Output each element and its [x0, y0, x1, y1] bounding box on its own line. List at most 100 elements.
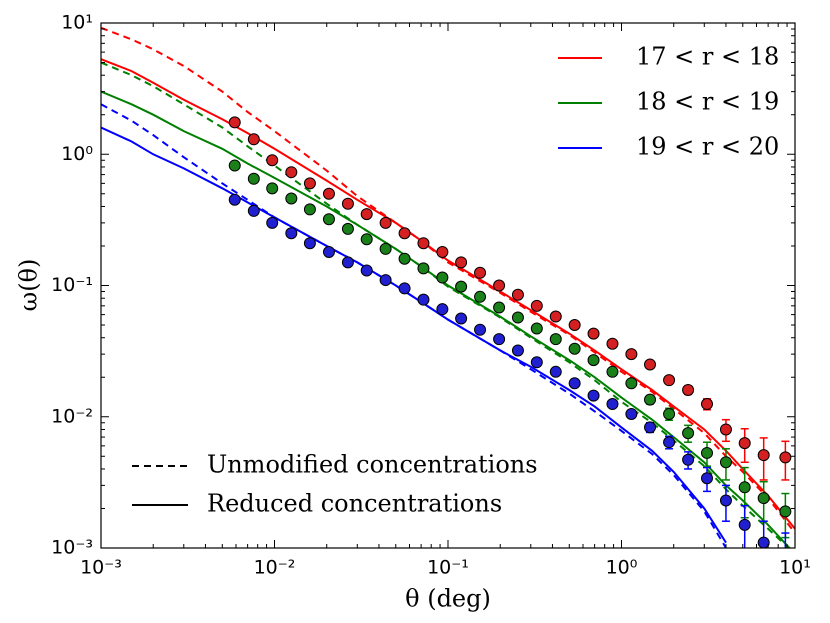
data-point	[568, 342, 581, 355]
data-point	[228, 193, 241, 206]
data-point	[474, 290, 487, 303]
data-point	[644, 393, 657, 406]
data-point	[700, 472, 713, 485]
data-point	[247, 204, 260, 217]
data-point	[511, 344, 524, 357]
data-point	[719, 423, 732, 436]
data-point	[625, 348, 638, 361]
y-tick-label: 10¹	[61, 12, 93, 34]
data-point	[360, 208, 373, 221]
data-point	[663, 374, 676, 387]
data-point	[511, 288, 524, 301]
data-point	[455, 280, 468, 293]
data-point	[493, 279, 506, 292]
solid-line	[101, 58, 795, 530]
data-point	[644, 358, 657, 371]
data-point	[700, 398, 713, 411]
data-point	[285, 166, 298, 179]
data-point	[738, 518, 751, 531]
data-point	[417, 262, 430, 275]
data-point	[719, 456, 732, 469]
data-point	[266, 154, 279, 167]
error-bar	[781, 532, 790, 548]
data-point	[568, 319, 581, 332]
error-bar	[759, 520, 768, 548]
data-point	[455, 312, 468, 325]
dashed-line	[101, 103, 727, 548]
data-point	[663, 436, 676, 449]
x-axis-label: θ (deg)	[405, 585, 491, 613]
y-tick-label: 10⁻¹	[51, 274, 93, 296]
data-point	[379, 274, 392, 287]
data-point	[228, 116, 241, 129]
solid-line	[101, 126, 727, 544]
x-tick-label: 10⁰	[606, 557, 638, 579]
data-point	[436, 245, 449, 258]
x-tick-label: 10⁻¹	[427, 557, 469, 579]
solid-line	[101, 90, 791, 548]
data-point	[757, 536, 770, 548]
data-point	[360, 264, 373, 277]
data-point	[436, 271, 449, 284]
data-point	[549, 365, 562, 378]
data-point	[360, 233, 373, 246]
data-point	[322, 213, 335, 226]
data-point	[493, 301, 506, 314]
data-point	[303, 203, 316, 216]
data-point	[266, 216, 279, 229]
data-point	[549, 310, 562, 323]
x-tick-label: 10⁻³	[80, 557, 122, 579]
legend-label: 17 < r < 18	[636, 43, 779, 71]
data-point	[379, 216, 392, 229]
y-tick-label: 10⁻²	[51, 405, 93, 427]
data-point	[738, 481, 751, 494]
data-point	[436, 303, 449, 316]
data-point	[625, 407, 638, 420]
data-point	[247, 133, 260, 146]
data-point	[379, 242, 392, 255]
data-point	[568, 377, 581, 390]
dashed-line	[101, 26, 795, 534]
data-point	[757, 449, 770, 462]
data-point	[530, 322, 543, 335]
data-point	[682, 427, 695, 440]
data-point	[779, 451, 792, 464]
data-point	[417, 237, 430, 250]
y-tick-label: 10⁰	[61, 143, 93, 165]
data-point	[606, 337, 619, 350]
data-point	[398, 282, 411, 295]
legend-label: 18 < r < 19	[636, 88, 779, 116]
data-point	[530, 299, 543, 312]
data-point	[511, 311, 524, 324]
data-point	[266, 182, 279, 195]
data-point	[530, 356, 543, 369]
data-point	[417, 293, 430, 306]
data-point	[587, 354, 600, 367]
data-point	[682, 453, 695, 466]
data-point	[303, 237, 316, 250]
data-point	[285, 192, 298, 205]
data-point	[398, 252, 411, 265]
y-axis-label: ω(θ)	[15, 259, 43, 312]
data-point	[285, 227, 298, 240]
legend-label: 19 < r < 20	[636, 133, 779, 161]
data-point	[738, 437, 751, 450]
data-point	[493, 333, 506, 346]
data-point	[474, 323, 487, 336]
x-tick-label: 10¹	[779, 557, 811, 579]
data-point	[644, 421, 657, 434]
data-point	[606, 398, 619, 411]
legend-label: Unmodified concentrations	[207, 451, 538, 479]
data-point	[322, 187, 335, 200]
data-point	[606, 365, 619, 378]
data-point	[625, 377, 638, 390]
data-point	[398, 227, 411, 240]
data-point	[322, 245, 335, 258]
data-point	[587, 327, 600, 340]
data-point	[682, 383, 695, 396]
data-point	[474, 266, 487, 279]
data-point	[341, 222, 354, 235]
data-point	[549, 333, 562, 346]
data-point	[341, 256, 354, 269]
